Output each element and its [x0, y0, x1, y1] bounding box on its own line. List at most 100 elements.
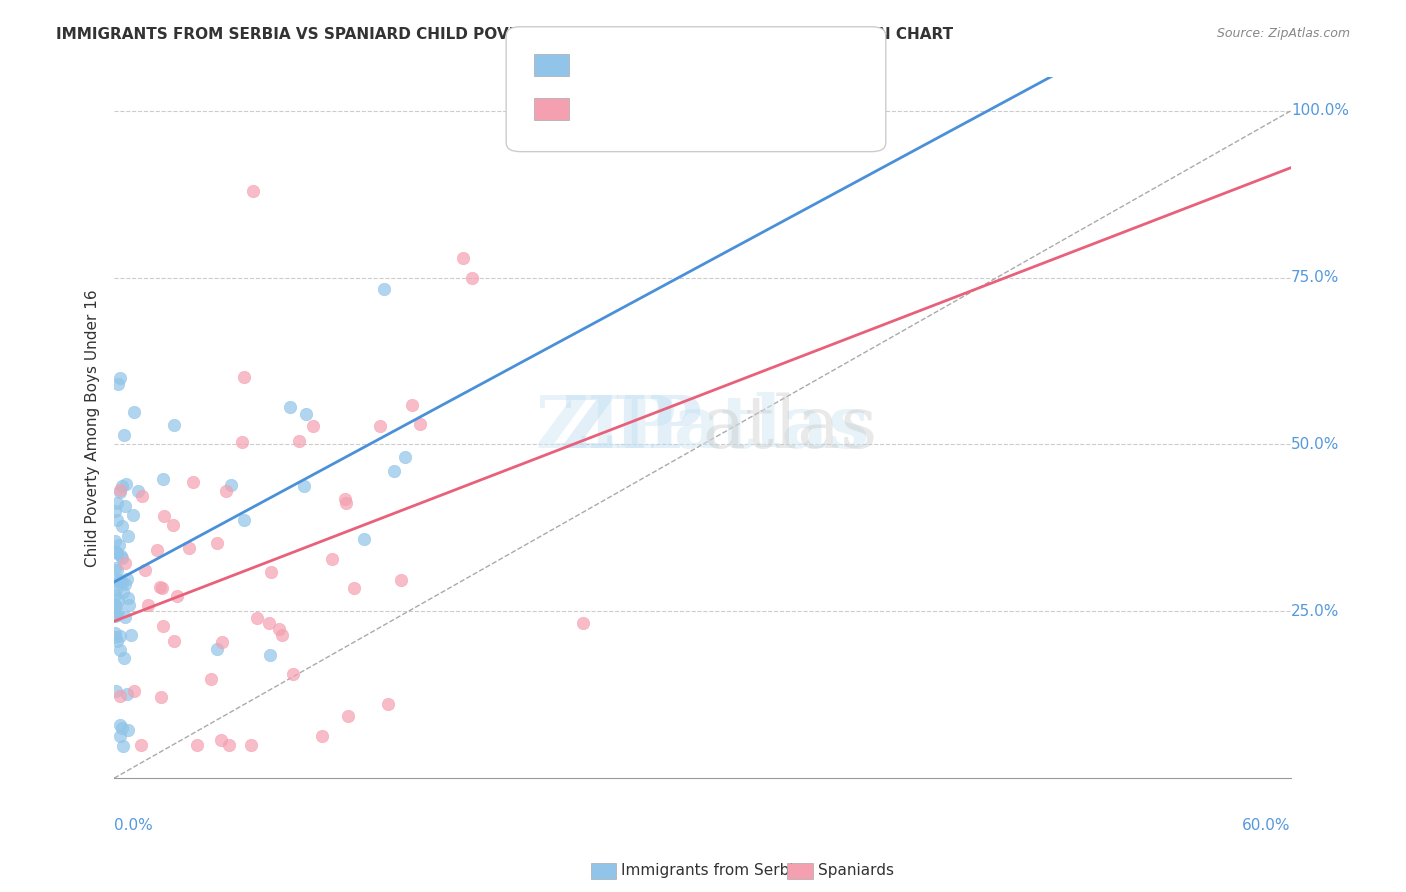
Text: Spaniards: Spaniards — [818, 863, 894, 878]
Text: IMMIGRANTS FROM SERBIA VS SPANIARD CHILD POVERTY AMONG BOYS UNDER 16 CORRELATION: IMMIGRANTS FROM SERBIA VS SPANIARD CHILD… — [56, 27, 953, 42]
Point — [111, 551, 134, 566]
Point — [337, 709, 360, 723]
Point — [451, 251, 474, 265]
Point — [105, 546, 128, 560]
Point — [127, 483, 149, 498]
Point — [115, 572, 138, 586]
Point — [150, 581, 173, 595]
Text: Immigrants from Serbia: Immigrants from Serbia — [621, 863, 803, 878]
Point — [107, 538, 129, 552]
Point — [104, 608, 127, 623]
Point — [294, 407, 316, 421]
Point — [104, 561, 127, 575]
Point — [107, 574, 129, 589]
Point — [107, 605, 129, 619]
Point — [104, 582, 127, 596]
Point — [112, 428, 135, 442]
Point — [302, 418, 325, 433]
Point — [232, 370, 254, 384]
Point — [240, 738, 263, 752]
Point — [111, 721, 134, 735]
Point — [242, 184, 264, 198]
Point — [269, 622, 291, 636]
Text: 0.0%: 0.0% — [114, 818, 153, 833]
Point — [112, 651, 135, 665]
Point — [105, 563, 128, 577]
Point — [117, 687, 139, 701]
Point — [163, 633, 186, 648]
Point — [114, 609, 136, 624]
Point — [104, 504, 127, 518]
Point — [335, 496, 357, 510]
Point — [163, 417, 186, 432]
Point — [120, 628, 142, 642]
Text: 25.0%: 25.0% — [1291, 604, 1339, 619]
Point — [104, 533, 127, 548]
Point — [152, 472, 174, 486]
Point — [219, 477, 242, 491]
Point — [114, 476, 136, 491]
Point — [104, 626, 127, 640]
Point — [394, 450, 416, 464]
Point — [461, 270, 484, 285]
Point — [104, 630, 127, 644]
Point — [205, 536, 228, 550]
Text: 100.0%: 100.0% — [1291, 103, 1348, 119]
Point — [117, 591, 139, 606]
Point — [107, 377, 129, 392]
Point — [211, 635, 233, 649]
Point — [162, 518, 184, 533]
Point — [118, 598, 141, 612]
Point — [110, 549, 132, 563]
Point — [333, 491, 356, 506]
Point — [134, 563, 156, 577]
Point — [108, 629, 131, 643]
Point — [373, 282, 395, 296]
Point — [105, 684, 128, 698]
Point — [271, 628, 294, 642]
Point — [149, 580, 172, 594]
Point — [104, 599, 127, 614]
Point — [111, 479, 134, 493]
Point — [368, 418, 391, 433]
Point — [104, 588, 127, 602]
Point — [108, 689, 131, 703]
Text: 60.0%: 60.0% — [1243, 818, 1291, 833]
Point — [377, 698, 399, 712]
Point — [105, 496, 128, 510]
Point — [150, 690, 173, 704]
Point — [200, 672, 222, 686]
Point — [321, 552, 343, 566]
Text: R =  0.466   N = 52: R = 0.466 N = 52 — [576, 102, 738, 116]
Point — [105, 513, 128, 527]
Point — [111, 518, 134, 533]
Point — [108, 485, 131, 500]
Point — [152, 619, 174, 633]
Text: 50.0%: 50.0% — [1291, 437, 1339, 452]
Point — [104, 599, 127, 613]
Text: R =  0.218   N = 68: R = 0.218 N = 68 — [576, 57, 738, 71]
Point — [146, 543, 169, 558]
Point — [104, 609, 127, 624]
Point — [110, 642, 132, 657]
Point — [311, 729, 333, 743]
Point — [259, 648, 281, 662]
Point — [572, 616, 595, 631]
Point — [122, 508, 145, 522]
Text: ZIP: ZIP — [561, 392, 703, 463]
Point — [278, 401, 301, 415]
Text: atlas: atlas — [703, 392, 877, 463]
Y-axis label: Child Poverty Among Boys Under 16: Child Poverty Among Boys Under 16 — [86, 289, 100, 566]
Point — [114, 556, 136, 570]
Point — [105, 634, 128, 648]
Point — [186, 738, 208, 752]
Point — [108, 729, 131, 743]
Point — [166, 589, 188, 603]
Point — [177, 541, 200, 555]
Point — [343, 582, 366, 596]
Point — [260, 565, 283, 579]
Point — [246, 611, 269, 625]
Point — [111, 739, 134, 753]
Point — [110, 717, 132, 731]
Point — [215, 484, 238, 499]
